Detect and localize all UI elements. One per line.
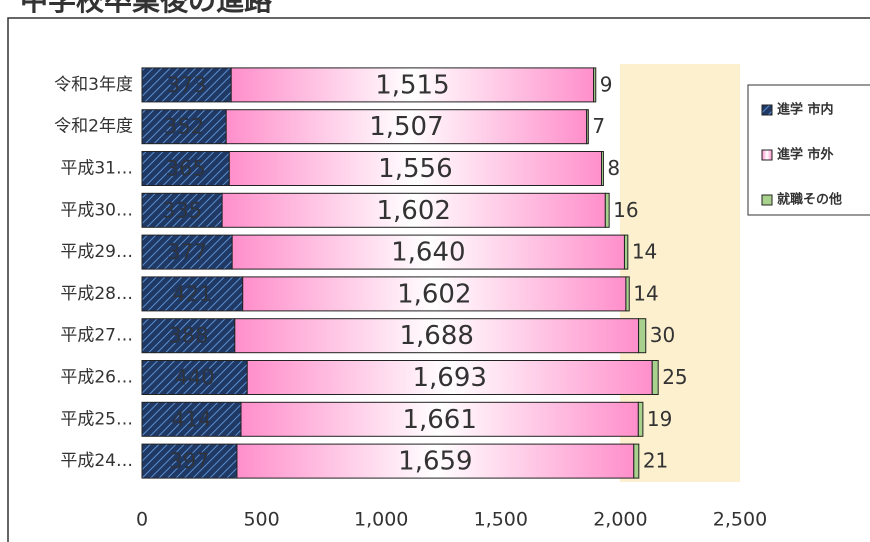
bar (623, 234, 629, 270)
x-tick-label: 0 (136, 509, 148, 531)
data-label: 21 (643, 449, 668, 473)
bar (593, 67, 597, 103)
data-label: 1,659 (398, 447, 472, 477)
data-label: 1,602 (397, 279, 471, 309)
y-tick-label: 令和2年度 (54, 117, 133, 137)
chart-title: 中学校卒業後の進路 (20, 0, 273, 17)
data-label: 1,693 (413, 363, 487, 393)
y-tick-label: 平成29… (60, 242, 133, 262)
data-label: 9 (600, 72, 613, 96)
bar (637, 401, 644, 437)
bar (221, 192, 606, 228)
y-tick-label: 令和3年度 (54, 75, 133, 95)
bar (240, 401, 639, 437)
data-label: 1,507 (369, 112, 443, 142)
data-label: 14 (633, 281, 658, 305)
bar (625, 276, 630, 312)
bar (234, 318, 640, 354)
data-label: 335 (162, 198, 202, 222)
data-label: 377 (167, 240, 207, 264)
legend-label: 進学 市外 (777, 147, 834, 163)
bar (246, 360, 653, 395)
data-label: 1,556 (378, 154, 452, 184)
bar (601, 151, 604, 186)
data-label: 7 (592, 114, 605, 138)
legend-swatch (761, 194, 773, 206)
bar (633, 443, 640, 479)
bar (228, 151, 603, 186)
data-label: 25 (662, 365, 687, 389)
data-label: 19 (647, 407, 672, 431)
y-tick-label: 平成24… (60, 451, 133, 471)
bar (651, 360, 659, 395)
bar (230, 67, 595, 103)
data-label: 414 (171, 407, 211, 431)
bar (141, 192, 223, 228)
x-tick-label: 1,500 (474, 509, 528, 531)
bar (141, 109, 227, 145)
data-label: 1,640 (391, 238, 465, 268)
data-label: 1,661 (402, 405, 476, 435)
data-label: 388 (168, 324, 208, 348)
bar (141, 151, 230, 186)
y-tick-label: 平成27… (60, 326, 133, 346)
data-label: 1,602 (377, 196, 451, 226)
data-label: 1,515 (375, 70, 449, 100)
data-label: 352 (164, 115, 204, 139)
bar (225, 109, 588, 145)
data-label: 8 (607, 156, 620, 180)
bar (141, 401, 242, 437)
y-tick-label: 平成25… (60, 409, 133, 429)
x-tick-label: 1,000 (354, 509, 408, 531)
x-tick-label: 2,500 (713, 509, 767, 531)
bar (141, 443, 238, 479)
bar (604, 192, 610, 228)
bar (638, 318, 647, 354)
data-label: 421 (172, 282, 212, 306)
y-tick-label: 平成26… (60, 368, 133, 388)
bar (242, 276, 627, 312)
chart-frame (7, 17, 870, 542)
bar (141, 360, 248, 395)
data-label: 373 (167, 73, 207, 97)
legend-label: 進学 市内 (777, 102, 834, 118)
legend-swatch (761, 149, 773, 161)
data-label: 1,688 (399, 321, 473, 351)
y-tick-label: 平成30… (60, 200, 133, 220)
y-tick-label: 平成28… (60, 284, 133, 304)
legend-label: 就職その他 (777, 192, 842, 208)
data-label: 16 (613, 198, 638, 222)
y-tick-label: 平成31… (60, 159, 133, 179)
bar (586, 109, 589, 145)
data-label: 440 (175, 366, 215, 390)
data-label: 30 (650, 323, 675, 347)
data-label: 397 (169, 449, 209, 473)
legend-swatch (761, 104, 773, 116)
x-tick-label: 2,000 (593, 509, 647, 531)
bar (231, 234, 625, 270)
data-label: 14 (632, 240, 657, 264)
bar (141, 276, 244, 312)
data-label: 365 (166, 157, 206, 181)
x-tick-label: 500 (243, 509, 279, 531)
